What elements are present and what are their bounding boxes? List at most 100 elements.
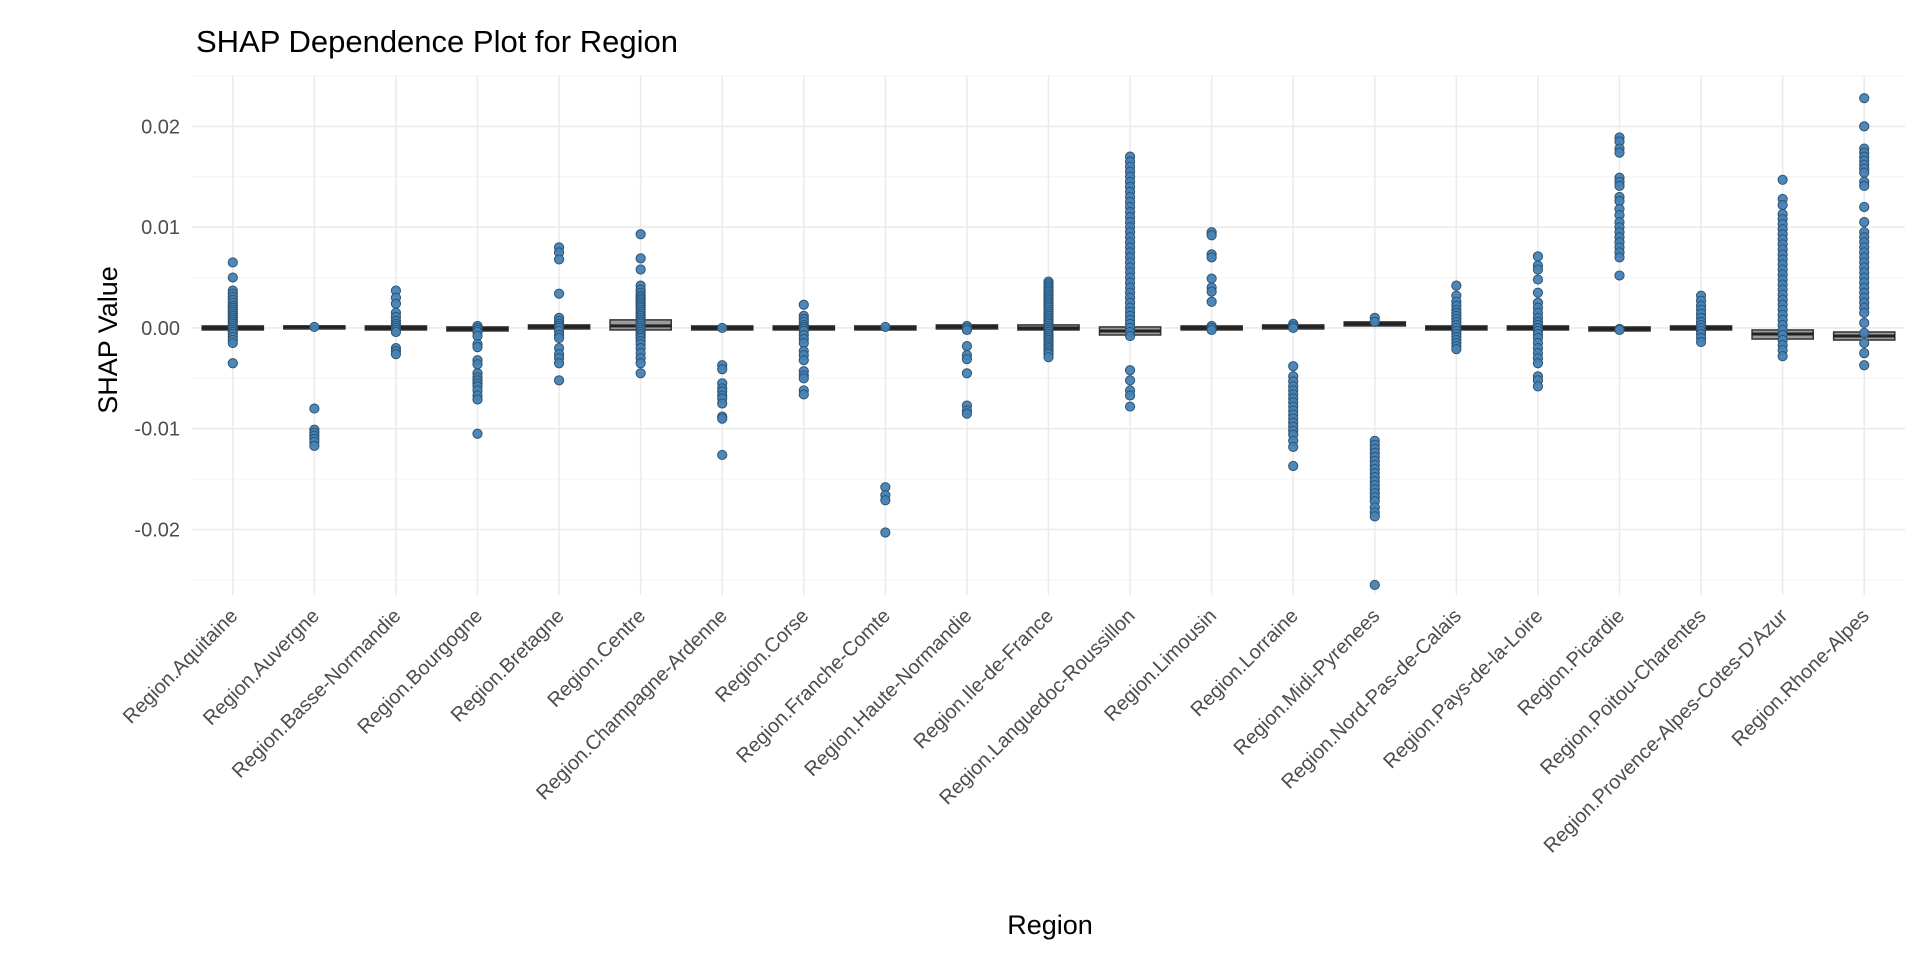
data-point <box>1532 358 1544 369</box>
data-point <box>635 264 646 275</box>
data-point <box>1614 252 1625 263</box>
chart-title: SHAP Dependence Plot for Region <box>196 24 678 59</box>
x-axis-label: Region <box>1007 910 1093 940</box>
data-point <box>798 389 809 400</box>
data-point <box>1124 330 1136 342</box>
data-point <box>472 394 483 405</box>
data-point <box>1288 441 1299 452</box>
data-point <box>961 368 973 379</box>
x-tick-label: Region.Pays-de-la-Loire <box>1379 605 1547 773</box>
y-axis-label: SHAP Value <box>93 266 123 414</box>
data-point <box>1124 365 1136 376</box>
data-point <box>1451 280 1462 291</box>
data-point <box>1859 360 1870 371</box>
data-point <box>1695 336 1707 348</box>
data-point <box>472 428 483 439</box>
x-tick-label: Region.Poitou-Charentes <box>1536 605 1710 779</box>
data-point <box>1614 147 1625 158</box>
data-point <box>1288 361 1299 372</box>
data-point <box>1124 401 1136 412</box>
x-axis-ticks: Region.AquitaineRegion.AuvergneRegion.Ba… <box>119 605 1874 858</box>
data-point <box>1859 307 1870 318</box>
data-point <box>553 288 565 299</box>
data-point <box>798 355 809 366</box>
y-axis-ticks: -0.02 -0.01 0.00 0.01 0.02 <box>134 116 180 541</box>
data-point <box>635 253 646 264</box>
data-point <box>227 358 238 369</box>
data-point <box>553 254 565 265</box>
data-point <box>1206 273 1217 284</box>
data-point <box>961 340 973 352</box>
x-tick-label: Region.Haute-Normandie <box>801 605 977 781</box>
data-point <box>472 359 483 370</box>
data-point <box>1451 344 1462 355</box>
data-point <box>1369 316 1380 327</box>
data-point <box>1859 121 1870 132</box>
data-point <box>1206 252 1217 263</box>
data-point <box>717 322 728 334</box>
data-point <box>1859 217 1870 228</box>
data-point <box>1369 579 1380 591</box>
data-point <box>1614 324 1625 336</box>
x-tick-label: Region.Ile-de-France <box>910 605 1058 753</box>
data-point <box>309 321 320 333</box>
data-point <box>309 403 320 414</box>
y-tick-label: -0.02 <box>134 519 180 541</box>
data-point <box>1777 174 1788 185</box>
data-point <box>798 373 809 384</box>
x-tick-label: Region.Rhone-Alpes <box>1728 605 1874 751</box>
data-point <box>717 449 728 461</box>
data-point <box>1859 167 1870 178</box>
y-tick-label: 0.02 <box>141 116 180 138</box>
data-point <box>961 408 973 419</box>
data-point <box>880 495 891 506</box>
y-tick-label: 0.00 <box>141 318 180 340</box>
data-point <box>1859 317 1870 329</box>
data-point <box>1369 511 1380 522</box>
data-point <box>635 358 646 369</box>
y-tick-label: -0.01 <box>134 419 180 441</box>
data-point <box>635 368 646 379</box>
data-point <box>717 413 728 424</box>
data-point <box>1614 270 1625 281</box>
data-point <box>635 229 646 240</box>
data-point <box>961 324 973 336</box>
data-point <box>1043 352 1054 363</box>
data-point <box>472 341 483 353</box>
data-point <box>1206 230 1217 241</box>
data-point <box>227 272 238 283</box>
x-tick-label: Region.Midi-Pyrenees <box>1230 605 1385 760</box>
data-point <box>798 299 809 310</box>
data-point <box>1859 201 1870 213</box>
data-point <box>1532 381 1544 392</box>
data-point <box>880 527 891 538</box>
data-point <box>1206 286 1217 297</box>
data-point <box>553 358 565 369</box>
data-point <box>227 337 238 349</box>
data-point <box>1859 93 1870 104</box>
data-point <box>553 375 565 386</box>
data-point <box>1532 287 1544 298</box>
data-point <box>390 349 402 360</box>
data-point <box>961 354 973 365</box>
data-point <box>1124 375 1136 386</box>
y-tick-label: 0.01 <box>141 217 180 239</box>
data-point <box>1532 264 1544 275</box>
data-point <box>1206 296 1217 307</box>
data-point <box>880 321 891 333</box>
data-point <box>1532 274 1544 285</box>
data-point <box>1206 324 1217 336</box>
data-point <box>717 398 728 409</box>
data-point <box>1859 180 1870 191</box>
data-point <box>1532 251 1544 262</box>
data-point <box>1777 199 1788 211</box>
data-point <box>1777 351 1788 362</box>
x-tick-label: Region.Basse-Normandie <box>228 605 405 782</box>
data-point <box>553 332 565 344</box>
data-point <box>1859 348 1870 359</box>
data-point <box>1859 327 1870 339</box>
point-layer <box>227 93 1870 591</box>
x-tick-label: Region.Franche-Comte <box>732 605 895 768</box>
data-point <box>1859 337 1870 349</box>
